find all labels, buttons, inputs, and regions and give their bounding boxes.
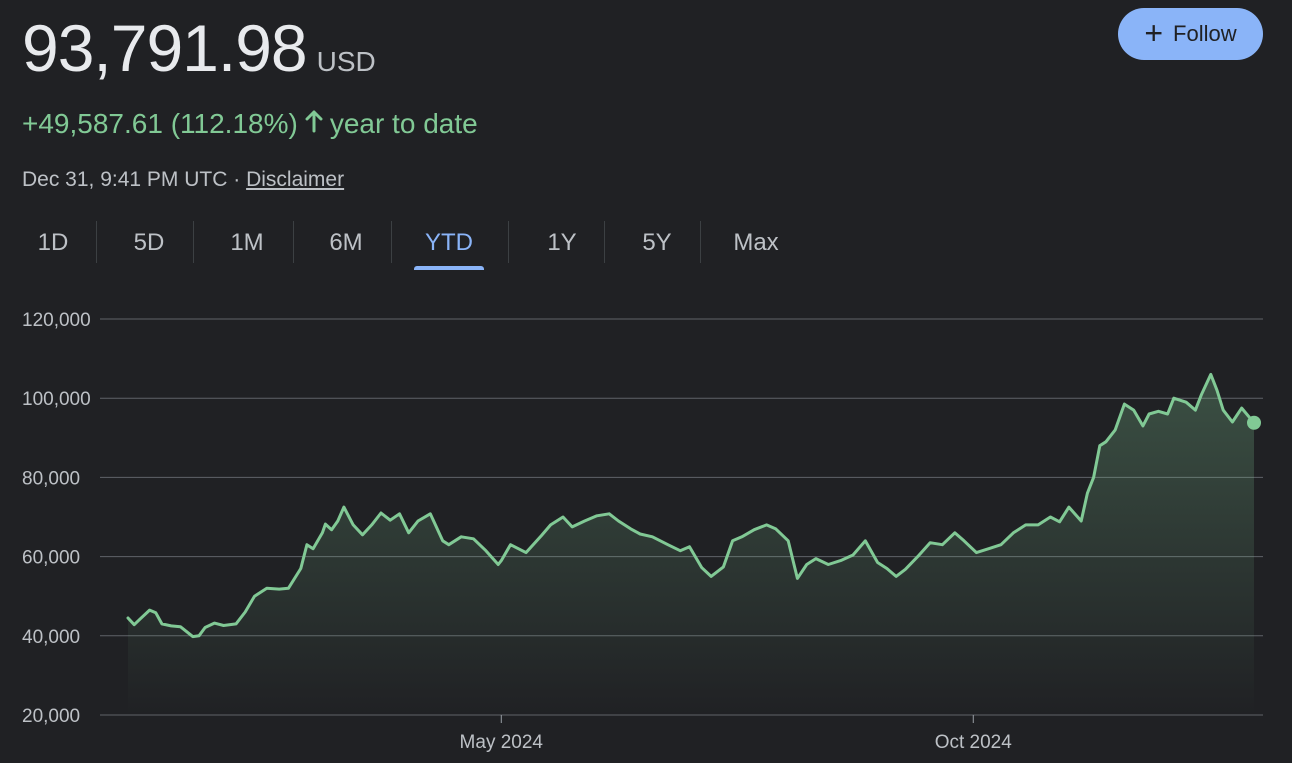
price-area-fill xyxy=(128,374,1254,715)
disclaimer-link[interactable]: Disclaimer xyxy=(246,168,345,191)
tab-1y[interactable]: 1Y xyxy=(547,229,577,256)
last-price-point xyxy=(1247,415,1261,430)
x-axis: May 2024 Oct 2024 xyxy=(460,715,1013,753)
y-tick-label: 60,000 xyxy=(22,548,80,569)
currency-label: USD xyxy=(316,46,376,77)
follow-button[interactable]: + Follow xyxy=(1118,8,1263,60)
y-axis: 20,000 40,000 60,000 80,000 100,000 120,000 xyxy=(22,310,91,727)
tab-1m[interactable]: 1M xyxy=(230,229,264,256)
tab-divider xyxy=(391,221,392,263)
price-row: 93,791.98 USD xyxy=(22,10,376,86)
range-tabs: 1D 5D 1M 6M YTD 1Y 5Y Max xyxy=(0,218,820,274)
tab-5d[interactable]: 5D xyxy=(133,229,165,256)
price-change: +49,587.61 (112.18%) xyxy=(22,108,298,139)
price-series-line xyxy=(126,372,1256,639)
tab-6m[interactable]: 6M xyxy=(329,229,363,256)
tab-divider xyxy=(604,221,605,263)
follow-button-label: Follow xyxy=(1173,21,1237,46)
x-tick-label: Oct 2024 xyxy=(935,732,1013,753)
tab-ytd[interactable]: YTD xyxy=(414,218,484,270)
quote-meta-row: Dec 31, 9:41 PM UTC · Disclaimer xyxy=(22,168,344,192)
y-tick-label: 40,000 xyxy=(22,627,80,648)
tab-divider xyxy=(700,221,701,263)
tab-divider xyxy=(293,221,294,263)
tab-1d[interactable]: 1D xyxy=(37,229,69,256)
y-tick-label: 80,000 xyxy=(22,468,80,489)
tab-divider xyxy=(508,221,509,263)
current-price: 93,791.98 xyxy=(22,11,308,85)
tab-5y[interactable]: 5Y xyxy=(642,229,672,256)
price-change-row: +49,587.61 (112.18%) year to date xyxy=(22,108,478,140)
y-tick-label: 20,000 xyxy=(22,706,80,727)
change-period: year to date xyxy=(329,108,478,139)
timestamp: Dec 31, 9:41 PM UTC xyxy=(22,168,228,191)
tab-max[interactable]: Max xyxy=(733,229,779,256)
y-tick-label: 120,000 xyxy=(22,310,91,331)
x-tick-label: May 2024 xyxy=(460,732,544,753)
plus-icon: + xyxy=(1144,14,1164,51)
tab-divider xyxy=(193,221,194,263)
y-tick-label: 100,000 xyxy=(22,389,91,410)
arrow-up-icon xyxy=(304,108,324,140)
tab-divider xyxy=(96,221,97,263)
meta-separator: · xyxy=(233,168,241,191)
